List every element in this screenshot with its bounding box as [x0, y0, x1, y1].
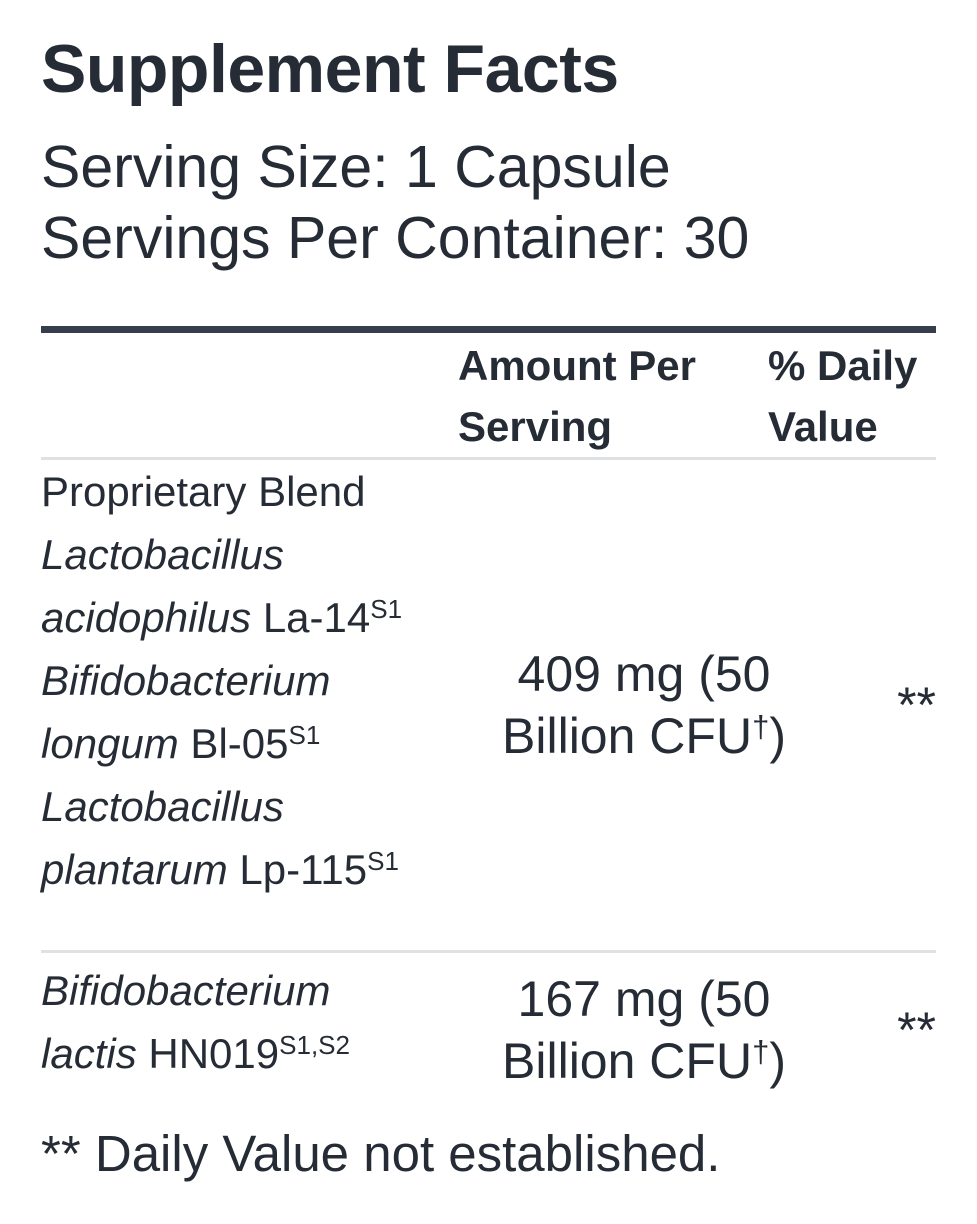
amount-per-serving-header: Amount Per Serving — [458, 342, 697, 450]
supplement-facts-panel: Supplement Facts Serving Size: 1 Capsule… — [0, 28, 977, 1187]
ingredient-name-line: Proprietary Blend — [41, 468, 366, 515]
daily-value-cell: ** — [897, 1002, 936, 1058]
ingredient-name: Bifidobacterium lactis HN019S1,S2 — [41, 953, 458, 1107]
page-title: Supplement Facts — [41, 31, 619, 107]
table-row-proprietary-blend: Proprietary Blend Lactobacillus acidophi… — [41, 457, 936, 950]
serving-info: Serving Size: 1 Capsule Servings Per Con… — [41, 132, 936, 274]
serving-size-line: Serving Size: 1 Capsule — [41, 134, 671, 200]
ingredient-name-line: Bifidobacterium — [41, 657, 331, 704]
daily-value-footnote: ** Daily Value not established. — [41, 1125, 721, 1182]
facts-table: Amount Per Serving % Daily Value Proprie… — [41, 326, 936, 1107]
amount-line: Billion CFU†) — [502, 1033, 786, 1089]
amount-line: 167 mg (50 — [517, 971, 771, 1027]
table-row-bifidobacterium-lactis: Bifidobacterium lactis HN019S1,S2 167 mg… — [41, 950, 936, 1107]
ingredient-name-line: Bifidobacterium — [41, 967, 331, 1014]
ingredient-name: Proprietary Blend Lactobacillus acidophi… — [41, 460, 458, 950]
daily-value-header: % Daily Value — [768, 342, 918, 450]
ingredient-name-line: longum Bl-05S1 — [41, 720, 321, 767]
ingredient-name-line: acidophilus La-14S1 — [41, 594, 403, 641]
ingredient-name-line: lactis HN019S1,S2 — [41, 1030, 351, 1077]
ingredient-name-line: plantarum Lp-115S1 — [41, 846, 399, 893]
daily-value-cell: ** — [897, 677, 936, 733]
amount-line: 409 mg (50 — [517, 646, 771, 702]
amount-cell: 409 mg (50 Billion CFU†) — [458, 460, 786, 950]
header-spacer-cell — [41, 333, 458, 457]
ingredient-name-line: Lactobacillus — [41, 783, 284, 830]
amount-line: Billion CFU†) — [502, 708, 786, 764]
amount-cell: 167 mg (50 Billion CFU†) — [458, 953, 786, 1107]
heavy-divider-rule — [41, 326, 936, 333]
table-header-row: Amount Per Serving % Daily Value — [41, 333, 936, 457]
ingredient-name-line: Lactobacillus — [41, 531, 284, 578]
servings-per-container-line: Servings Per Container: 30 — [41, 205, 750, 271]
